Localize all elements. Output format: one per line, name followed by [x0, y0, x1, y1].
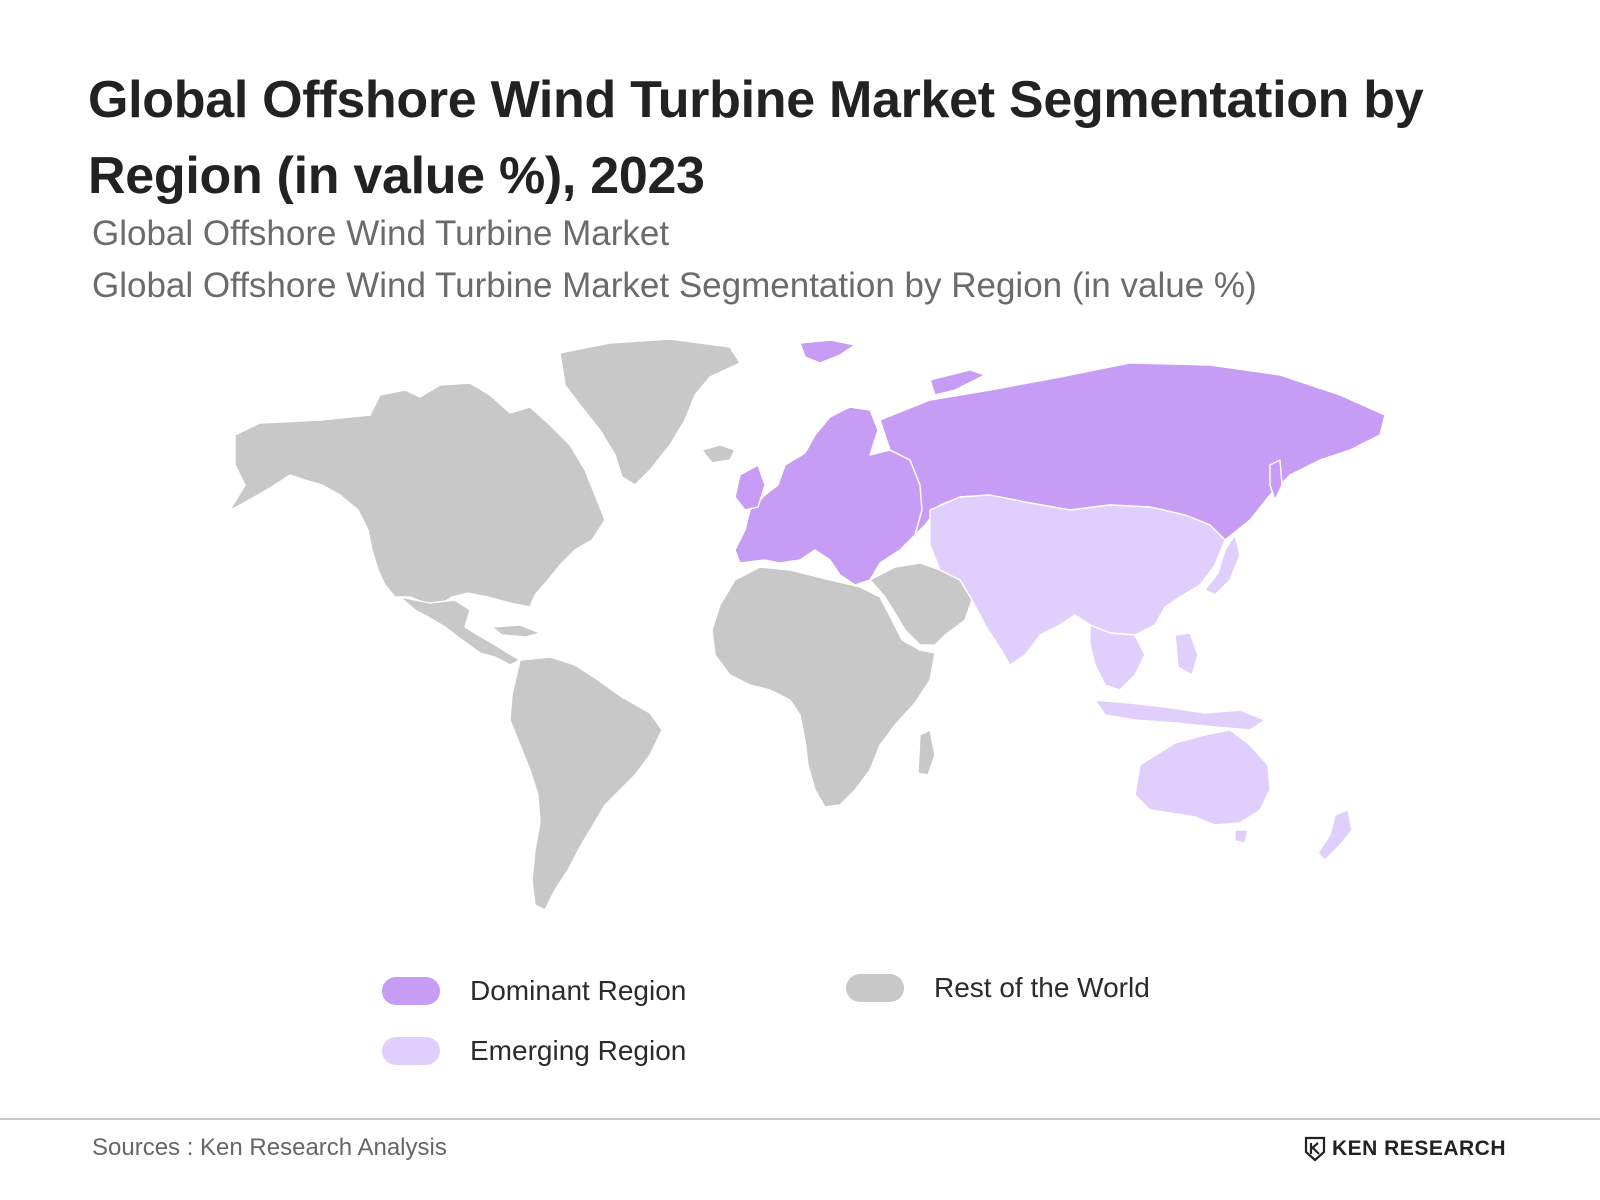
- region-novaya-zemlya: [929, 369, 986, 396]
- region-caribbean: [491, 624, 541, 638]
- ken-research-logo: KEN RESEARCH: [1304, 1136, 1506, 1162]
- logo-text: KEN RESEARCH: [1331, 1137, 1506, 1160]
- region-uk-ireland: [734, 464, 766, 511]
- region-north-america: [230, 382, 606, 608]
- region-africa: [711, 566, 936, 808]
- legend-label-rest: Rest of the World: [934, 972, 1150, 1003]
- region-tasmania: [1234, 829, 1249, 844]
- region-australia: [1134, 729, 1271, 826]
- ken-research-logo-icon: [1304, 1136, 1326, 1162]
- legend-item-emerging: Emerging Region: [382, 1035, 686, 1067]
- region-europe: [734, 406, 923, 586]
- region-madagascar: [917, 729, 936, 776]
- sources-note: Sources : Ken Research Analysis: [92, 1134, 447, 1161]
- world-map: [230, 335, 1430, 935]
- subtitle-market: Global Offshore Wind Turbine Market: [92, 214, 670, 253]
- region-indonesia: [1094, 699, 1266, 731]
- region-new-zealand: [1317, 809, 1353, 861]
- region-middle-east: [869, 562, 973, 646]
- region-philippines: [1174, 632, 1199, 676]
- legend-label-emerging: Emerging Region: [470, 1035, 687, 1066]
- legend-item-rest: Rest of the World: [846, 972, 1150, 1004]
- region-iceland: [701, 444, 736, 464]
- region-svalbard: [799, 339, 856, 364]
- legend-label-dominant: Dominant Region: [470, 975, 687, 1006]
- region-sakhalin: [1269, 459, 1283, 501]
- legend-swatch-rest: [846, 974, 904, 1002]
- region-south-america: [509, 656, 663, 911]
- legend-swatch-dominant: [382, 977, 440, 1005]
- region-greenland: [559, 338, 741, 486]
- subtitle-segmentation: Global Offshore Wind Turbine Market Segm…: [92, 266, 1257, 305]
- chart-title: Global Offshore Wind Turbine Market Segm…: [88, 71, 1424, 205]
- region-southeast-asia: [1089, 624, 1146, 691]
- legend-item-dominant: Dominant Region: [382, 975, 686, 1007]
- legend-swatch-emerging: [382, 1037, 440, 1065]
- footer-divider: [0, 1118, 1600, 1120]
- region-asia: [929, 494, 1226, 666]
- region-japan: [1204, 534, 1241, 596]
